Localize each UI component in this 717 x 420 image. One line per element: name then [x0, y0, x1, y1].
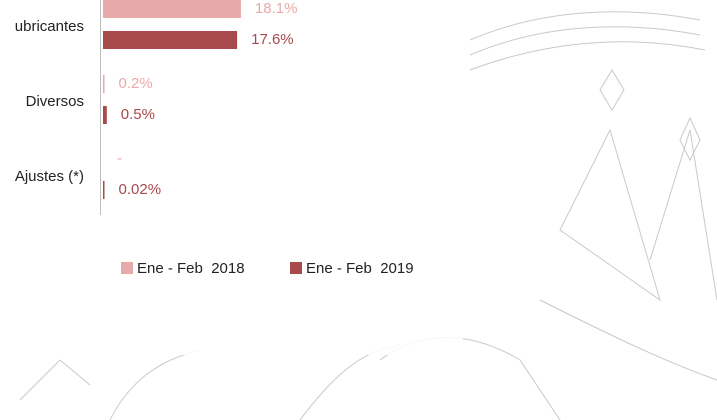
- value-label: 0.2%: [119, 75, 153, 92]
- bar: [103, 75, 105, 93]
- value-label: -: [117, 150, 122, 167]
- value-label: 18.1%: [255, 0, 298, 17]
- bar: [103, 0, 241, 18]
- value-label: 0.5%: [121, 106, 155, 123]
- value-label: 0.02%: [119, 181, 162, 198]
- bar: [103, 31, 238, 49]
- background-emblem: [19, 11, 717, 420]
- bar: [103, 181, 105, 199]
- value-label: 17.6%: [251, 31, 294, 48]
- plot-panel: [0, 0, 463, 355]
- bar: [103, 106, 107, 124]
- category-label: Diversos: [26, 93, 84, 110]
- legend-label: Ene - Feb 2019: [306, 260, 414, 277]
- category-label: ubricantes: [15, 18, 84, 35]
- legend-swatch: [121, 262, 133, 274]
- category-label: Ajustes (*): [15, 168, 84, 185]
- legend-label: Ene - Feb 2018: [137, 260, 245, 277]
- legend-swatch: [290, 262, 302, 274]
